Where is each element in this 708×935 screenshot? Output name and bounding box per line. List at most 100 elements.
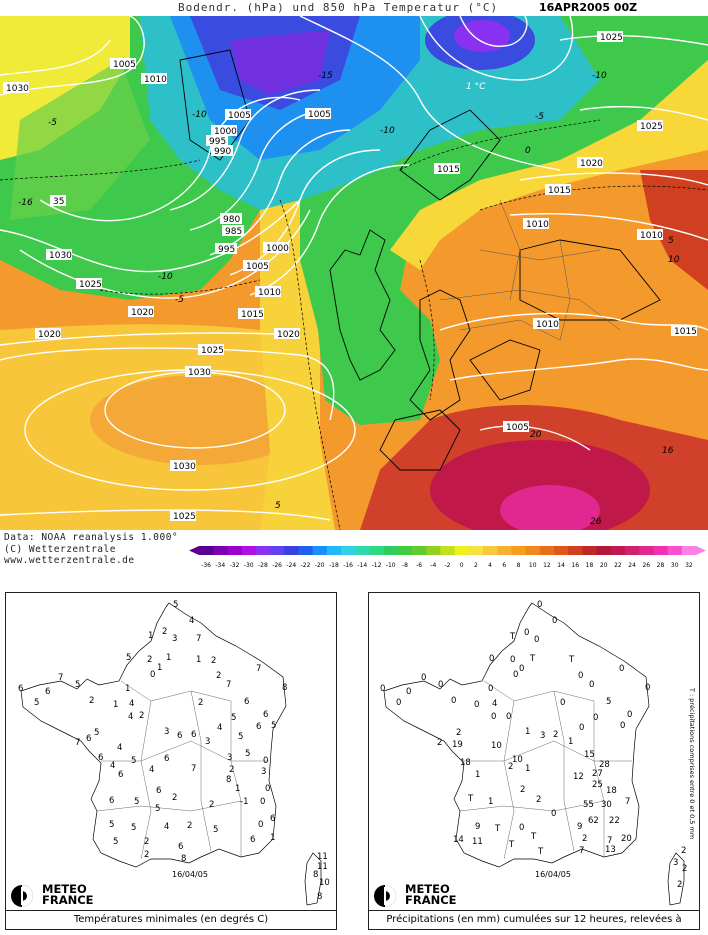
isobar-label: 1025 [198, 344, 224, 356]
station-value: 2 [677, 880, 682, 890]
station-value: 0 [627, 710, 632, 720]
station-value: 6 [177, 731, 182, 741]
colorbar-swatch [653, 546, 669, 555]
scandinavia-outline [399, 109, 501, 201]
station-value: 7 [579, 846, 584, 856]
station-value: 19 [452, 740, 463, 750]
station-value: 6 [98, 753, 103, 763]
colorbar-tick-label: 28 [657, 562, 665, 569]
isobar-label: 1025 [76, 278, 102, 290]
temperature-label: 10 [668, 255, 680, 265]
isobar-labels: 1005 1010 1030 1005 1000 995 990 1005 10… [3, 31, 697, 522]
isobar-label: 1015 [671, 325, 697, 337]
colorbar-tick-label: 20 [600, 562, 608, 569]
svg-text:1010: 1010 [526, 220, 549, 230]
colorbar-swatch [525, 546, 541, 555]
station-value: 3 [673, 858, 678, 868]
temperature-label: 5 [668, 236, 674, 246]
colorbar-tick-label: -36 [201, 562, 211, 569]
colorbar-swatch [468, 546, 484, 555]
station-value: 1 [148, 631, 153, 641]
station-value: 0 [474, 700, 479, 710]
colorbar-tick-label: 18 [586, 562, 594, 569]
station-value: 62 [588, 816, 599, 826]
station-value: 18 [606, 786, 617, 796]
station-value: 5 [134, 797, 139, 807]
colorbar-swatch [511, 546, 527, 555]
station-value: 2 [536, 795, 541, 805]
station-value: 5 [155, 804, 160, 814]
station-value: 11 [317, 862, 328, 872]
colorbar-tick-label: -6 [416, 562, 422, 569]
panel-caption: Précipitations (en mm) cumulées sur 12 h… [369, 910, 699, 929]
station-value: 7 [191, 764, 196, 774]
station-value: 6 [244, 697, 249, 707]
svg-text:1030: 1030 [6, 84, 29, 94]
station-value: 0 [560, 698, 565, 708]
svg-text:1010: 1010 [144, 75, 167, 85]
svg-text:1020: 1020 [38, 330, 61, 340]
colorbar-tick-label: -8 [402, 562, 408, 569]
station-value: 0 [265, 784, 270, 794]
temperature-label: 20 [530, 430, 542, 440]
isobar-label: 1010 [533, 318, 559, 330]
credit-link[interactable]: www.wetterzentrale.de [4, 555, 135, 566]
colorbar-swatch [667, 546, 683, 555]
station-value: 13 [605, 845, 616, 855]
station-value: 6 [45, 687, 50, 697]
side-note-text: T : précipitations comprises entre 0 et … [688, 688, 696, 840]
isobar-label: 1020 [35, 328, 61, 340]
station-value: 0 [260, 797, 265, 807]
svg-text:1010: 1010 [640, 231, 663, 241]
station-value: 4 [189, 616, 194, 626]
isobar-label: 35 [50, 195, 66, 207]
svg-text:995: 995 [218, 245, 235, 255]
station-value: 10 [491, 741, 502, 751]
station-value: 2 [162, 627, 167, 637]
colorbar-swatch [341, 546, 356, 555]
station-value: T [530, 832, 537, 842]
station-value: 7 [75, 738, 80, 748]
colorbar-arrow-left [189, 546, 199, 555]
reanalysis-map: 1005 1010 1030 1005 1000 995 990 1005 10… [0, 16, 708, 530]
station-value: 2 [520, 785, 525, 795]
colorbar-swatch [426, 546, 441, 555]
isobar-label: 1005 [503, 421, 529, 433]
station-value: 3 [205, 737, 210, 747]
station-value: 7 [625, 797, 630, 807]
isobar-label: 1020 [577, 157, 603, 169]
british-isles-outline [329, 229, 396, 381]
colorbar-swatch [298, 546, 314, 555]
station-value: T [508, 840, 515, 850]
colorbar-tick-label: -30 [244, 562, 254, 569]
isobars [0, 16, 708, 521]
station-value: 4 [164, 822, 169, 832]
station-value: 6 [270, 814, 275, 824]
station-value: 6 [250, 835, 255, 845]
station-value: 1 [270, 833, 275, 843]
station-value: 2 [139, 711, 144, 721]
station-value: T [529, 654, 536, 664]
station-value: 1 [125, 684, 130, 694]
isobar-label: 1020 [128, 306, 154, 318]
isobar-label: 1015 [545, 184, 571, 196]
temperature-label: -5 [175, 295, 184, 305]
temperature-colorbar: -36 -34 -32 -30 -28 -26 -24 -22 -20 -18 -16 -14 -12-… [187, 544, 707, 574]
station-value: 0 [380, 684, 385, 694]
station-value: 0 [589, 680, 594, 690]
colorbar-tick-label: 8 [517, 562, 521, 569]
coldest-core-east [454, 20, 510, 52]
colorbar-swatch [483, 546, 498, 555]
isobar-label: 1000 [211, 125, 237, 137]
data-credits: Data: NOAA reanalysis 1.000° (C) Wetterz… [4, 532, 178, 567]
colorbar-swatch [681, 546, 697, 555]
colorbar-tick-label: 6 [502, 562, 506, 569]
colorbar-swatch [284, 546, 299, 555]
station-value: 5 [75, 680, 80, 690]
corsica-border [667, 852, 685, 906]
colorbar-swatch [213, 546, 228, 555]
station-value: 1 [525, 764, 530, 774]
station-value: T [509, 632, 516, 642]
station-value: 4 [492, 699, 497, 709]
